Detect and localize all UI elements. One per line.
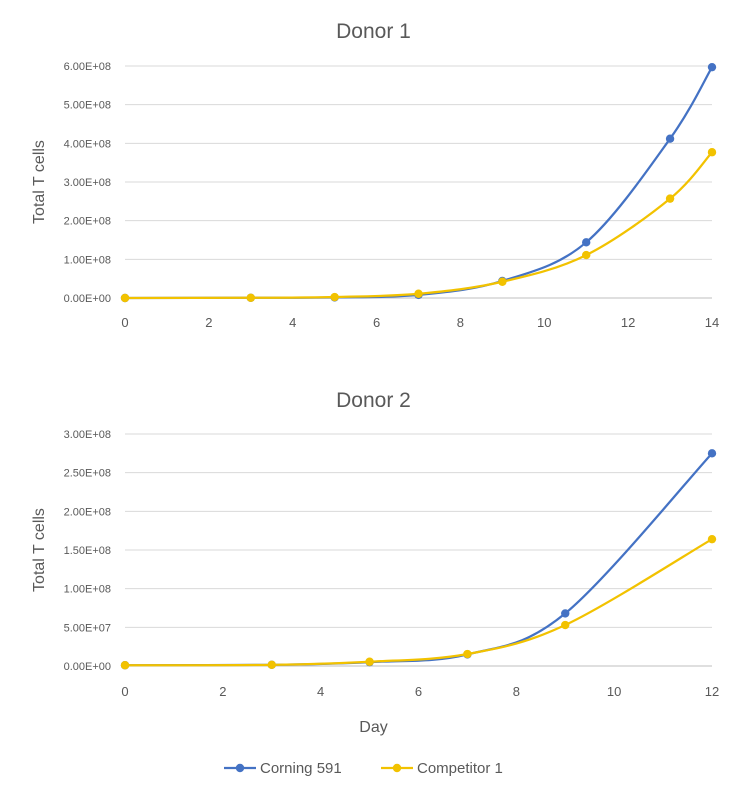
data-point bbox=[582, 250, 591, 260]
y-tick-label: 5.00E+08 bbox=[64, 100, 111, 112]
x-tick-label: 8 bbox=[457, 315, 464, 330]
x-tick-label: 4 bbox=[317, 684, 324, 699]
data-point bbox=[582, 238, 591, 247]
legend-marker bbox=[235, 763, 245, 773]
chart-title: Donor 1 bbox=[336, 20, 411, 43]
x-tick-label: 12 bbox=[705, 684, 719, 699]
data-point bbox=[267, 660, 276, 670]
x-axis-title: Day bbox=[359, 719, 387, 736]
data-point bbox=[246, 293, 255, 302]
y-tick-label: 5.00E+07 bbox=[64, 622, 111, 634]
y-tick-label: 3.00E+08 bbox=[64, 429, 111, 441]
x-tick-label: 6 bbox=[373, 315, 380, 330]
series-line-1 bbox=[124, 66, 713, 300]
y-tick-label: 1.50E+08 bbox=[64, 545, 111, 557]
x-tick-label: 12 bbox=[621, 315, 635, 330]
data-point bbox=[707, 449, 717, 458]
x-tick-label: 10 bbox=[607, 684, 621, 699]
data-point bbox=[120, 293, 130, 303]
data-point bbox=[665, 194, 675, 203]
series-line-2 bbox=[124, 538, 713, 667]
data-point bbox=[707, 148, 717, 157]
y-tick-label: 0.00E+00 bbox=[64, 293, 111, 305]
y-axis-title: Total T cells bbox=[31, 508, 48, 592]
x-tick-label: 8 bbox=[513, 684, 520, 699]
x-tick-label: 4 bbox=[289, 315, 296, 330]
data-point bbox=[561, 609, 570, 618]
x-tick-label: 2 bbox=[205, 315, 212, 330]
y-tick-label: 0.00E+00 bbox=[64, 661, 111, 673]
x-tick-label: 6 bbox=[415, 684, 422, 699]
y-tick-label: 1.00E+08 bbox=[64, 584, 111, 596]
data-point bbox=[365, 657, 374, 666]
data-point bbox=[498, 277, 507, 286]
data-point bbox=[463, 649, 472, 659]
chart-2: Donor 2 0.00E+00 5.00E+07 1.00E+08 1.50E+08 2… bbox=[31, 389, 719, 736]
data-point bbox=[665, 134, 675, 143]
y-tick-label: 4.00E+08 bbox=[64, 138, 111, 150]
x-tick-label: 0 bbox=[121, 684, 128, 699]
legend: Corning 591 Competitor 1 bbox=[224, 760, 503, 777]
series-line-1 bbox=[124, 452, 713, 667]
chart-title: Donor 2 bbox=[336, 389, 411, 412]
legend-label: Competitor 1 bbox=[417, 760, 503, 777]
data-point bbox=[707, 62, 717, 72]
data-point bbox=[414, 289, 423, 298]
x-tick-label: 2 bbox=[219, 684, 226, 699]
data-point bbox=[330, 292, 339, 302]
y-tick-label: 2.50E+08 bbox=[64, 468, 111, 480]
data-point bbox=[561, 620, 570, 630]
legend-label: Corning 591 bbox=[260, 760, 342, 777]
series-line-2 bbox=[124, 151, 713, 300]
y-tick-label: 6.00E+08 bbox=[64, 61, 111, 73]
x-tick-label: 0 bbox=[121, 315, 128, 330]
x-tick-label: 10 bbox=[537, 315, 551, 330]
x-tick-label: 14 bbox=[705, 315, 719, 330]
data-point bbox=[707, 534, 717, 544]
y-tick-label: 2.00E+08 bbox=[64, 216, 111, 228]
y-tick-label: 1.00E+08 bbox=[64, 254, 111, 266]
data-point bbox=[120, 661, 130, 670]
legend-marker bbox=[392, 763, 402, 773]
chart-1: Donor 1 0.00E+00 1.00E+08 2.00E+08 3.00E+08 4… bbox=[31, 20, 719, 330]
y-tick-label: 3.00E+08 bbox=[64, 177, 111, 189]
y-axis-title: Total T cells bbox=[31, 140, 48, 224]
y-tick-label: 2.00E+08 bbox=[64, 506, 111, 518]
